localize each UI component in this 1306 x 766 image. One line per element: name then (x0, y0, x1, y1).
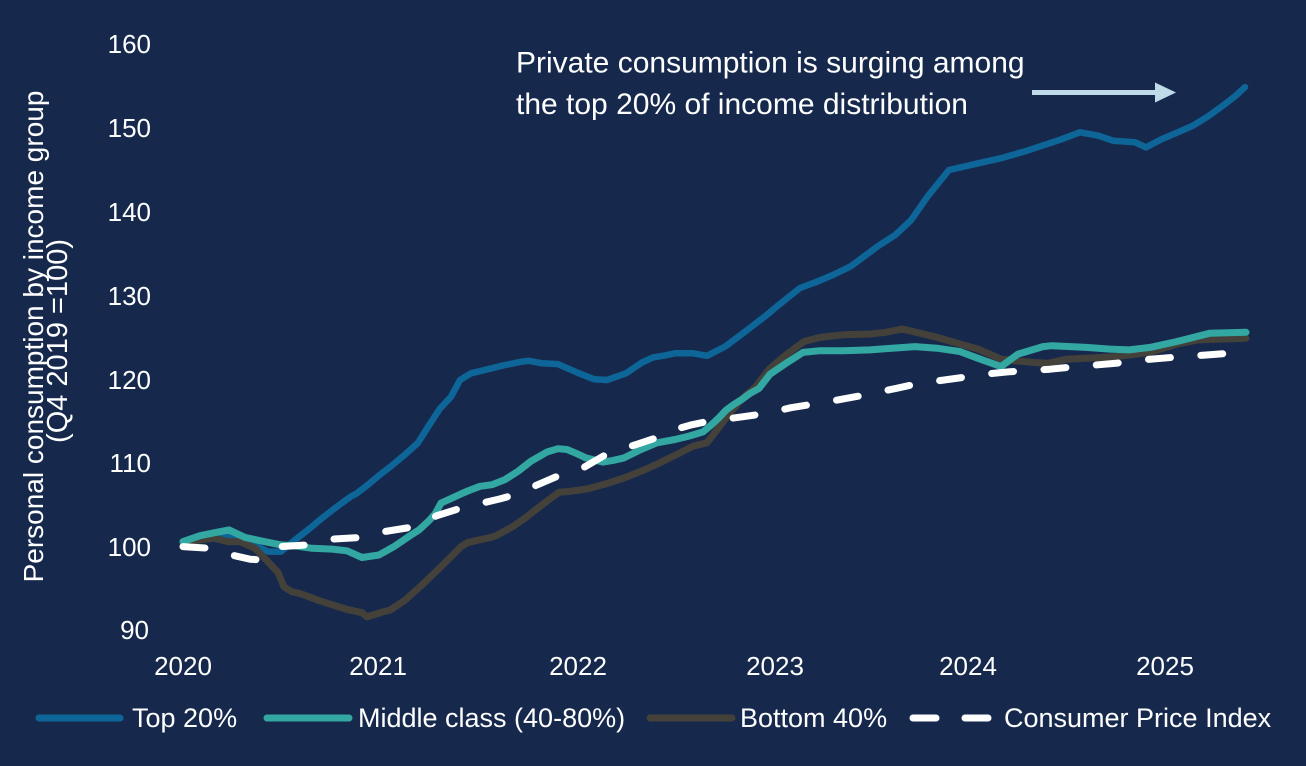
svg-text:Bottom 40%: Bottom 40% (740, 703, 887, 733)
svg-text:(Q4 2019 =100): (Q4 2019 =100) (42, 239, 74, 443)
svg-text:120: 120 (108, 365, 151, 395)
svg-text:100: 100 (108, 532, 151, 562)
svg-text:Top 20%: Top 20% (132, 703, 237, 733)
svg-text:140: 140 (108, 197, 151, 227)
svg-text:130: 130 (108, 281, 151, 311)
svg-text:2023: 2023 (746, 651, 804, 681)
svg-text:Private consumption is surging: Private consumption is surging among (516, 47, 1025, 80)
svg-text:2021: 2021 (349, 651, 407, 681)
svg-text:90: 90 (120, 615, 149, 645)
svg-text:2022: 2022 (549, 651, 607, 681)
svg-text:2025: 2025 (1136, 651, 1194, 681)
svg-text:Consumer Price Index: Consumer Price Index (1004, 703, 1272, 733)
svg-text:150: 150 (108, 113, 151, 143)
svg-text:the top 20% of income distribu: the top 20% of income distribution (516, 88, 968, 121)
svg-text:160: 160 (108, 29, 151, 59)
svg-text:2020: 2020 (154, 651, 212, 681)
svg-text:2024: 2024 (939, 651, 997, 681)
svg-text:110: 110 (110, 448, 151, 478)
svg-text:Personal consumption by income: Personal consumption by income group (18, 91, 49, 583)
svg-text:Middle class (40-80%): Middle class (40-80%) (358, 703, 625, 733)
